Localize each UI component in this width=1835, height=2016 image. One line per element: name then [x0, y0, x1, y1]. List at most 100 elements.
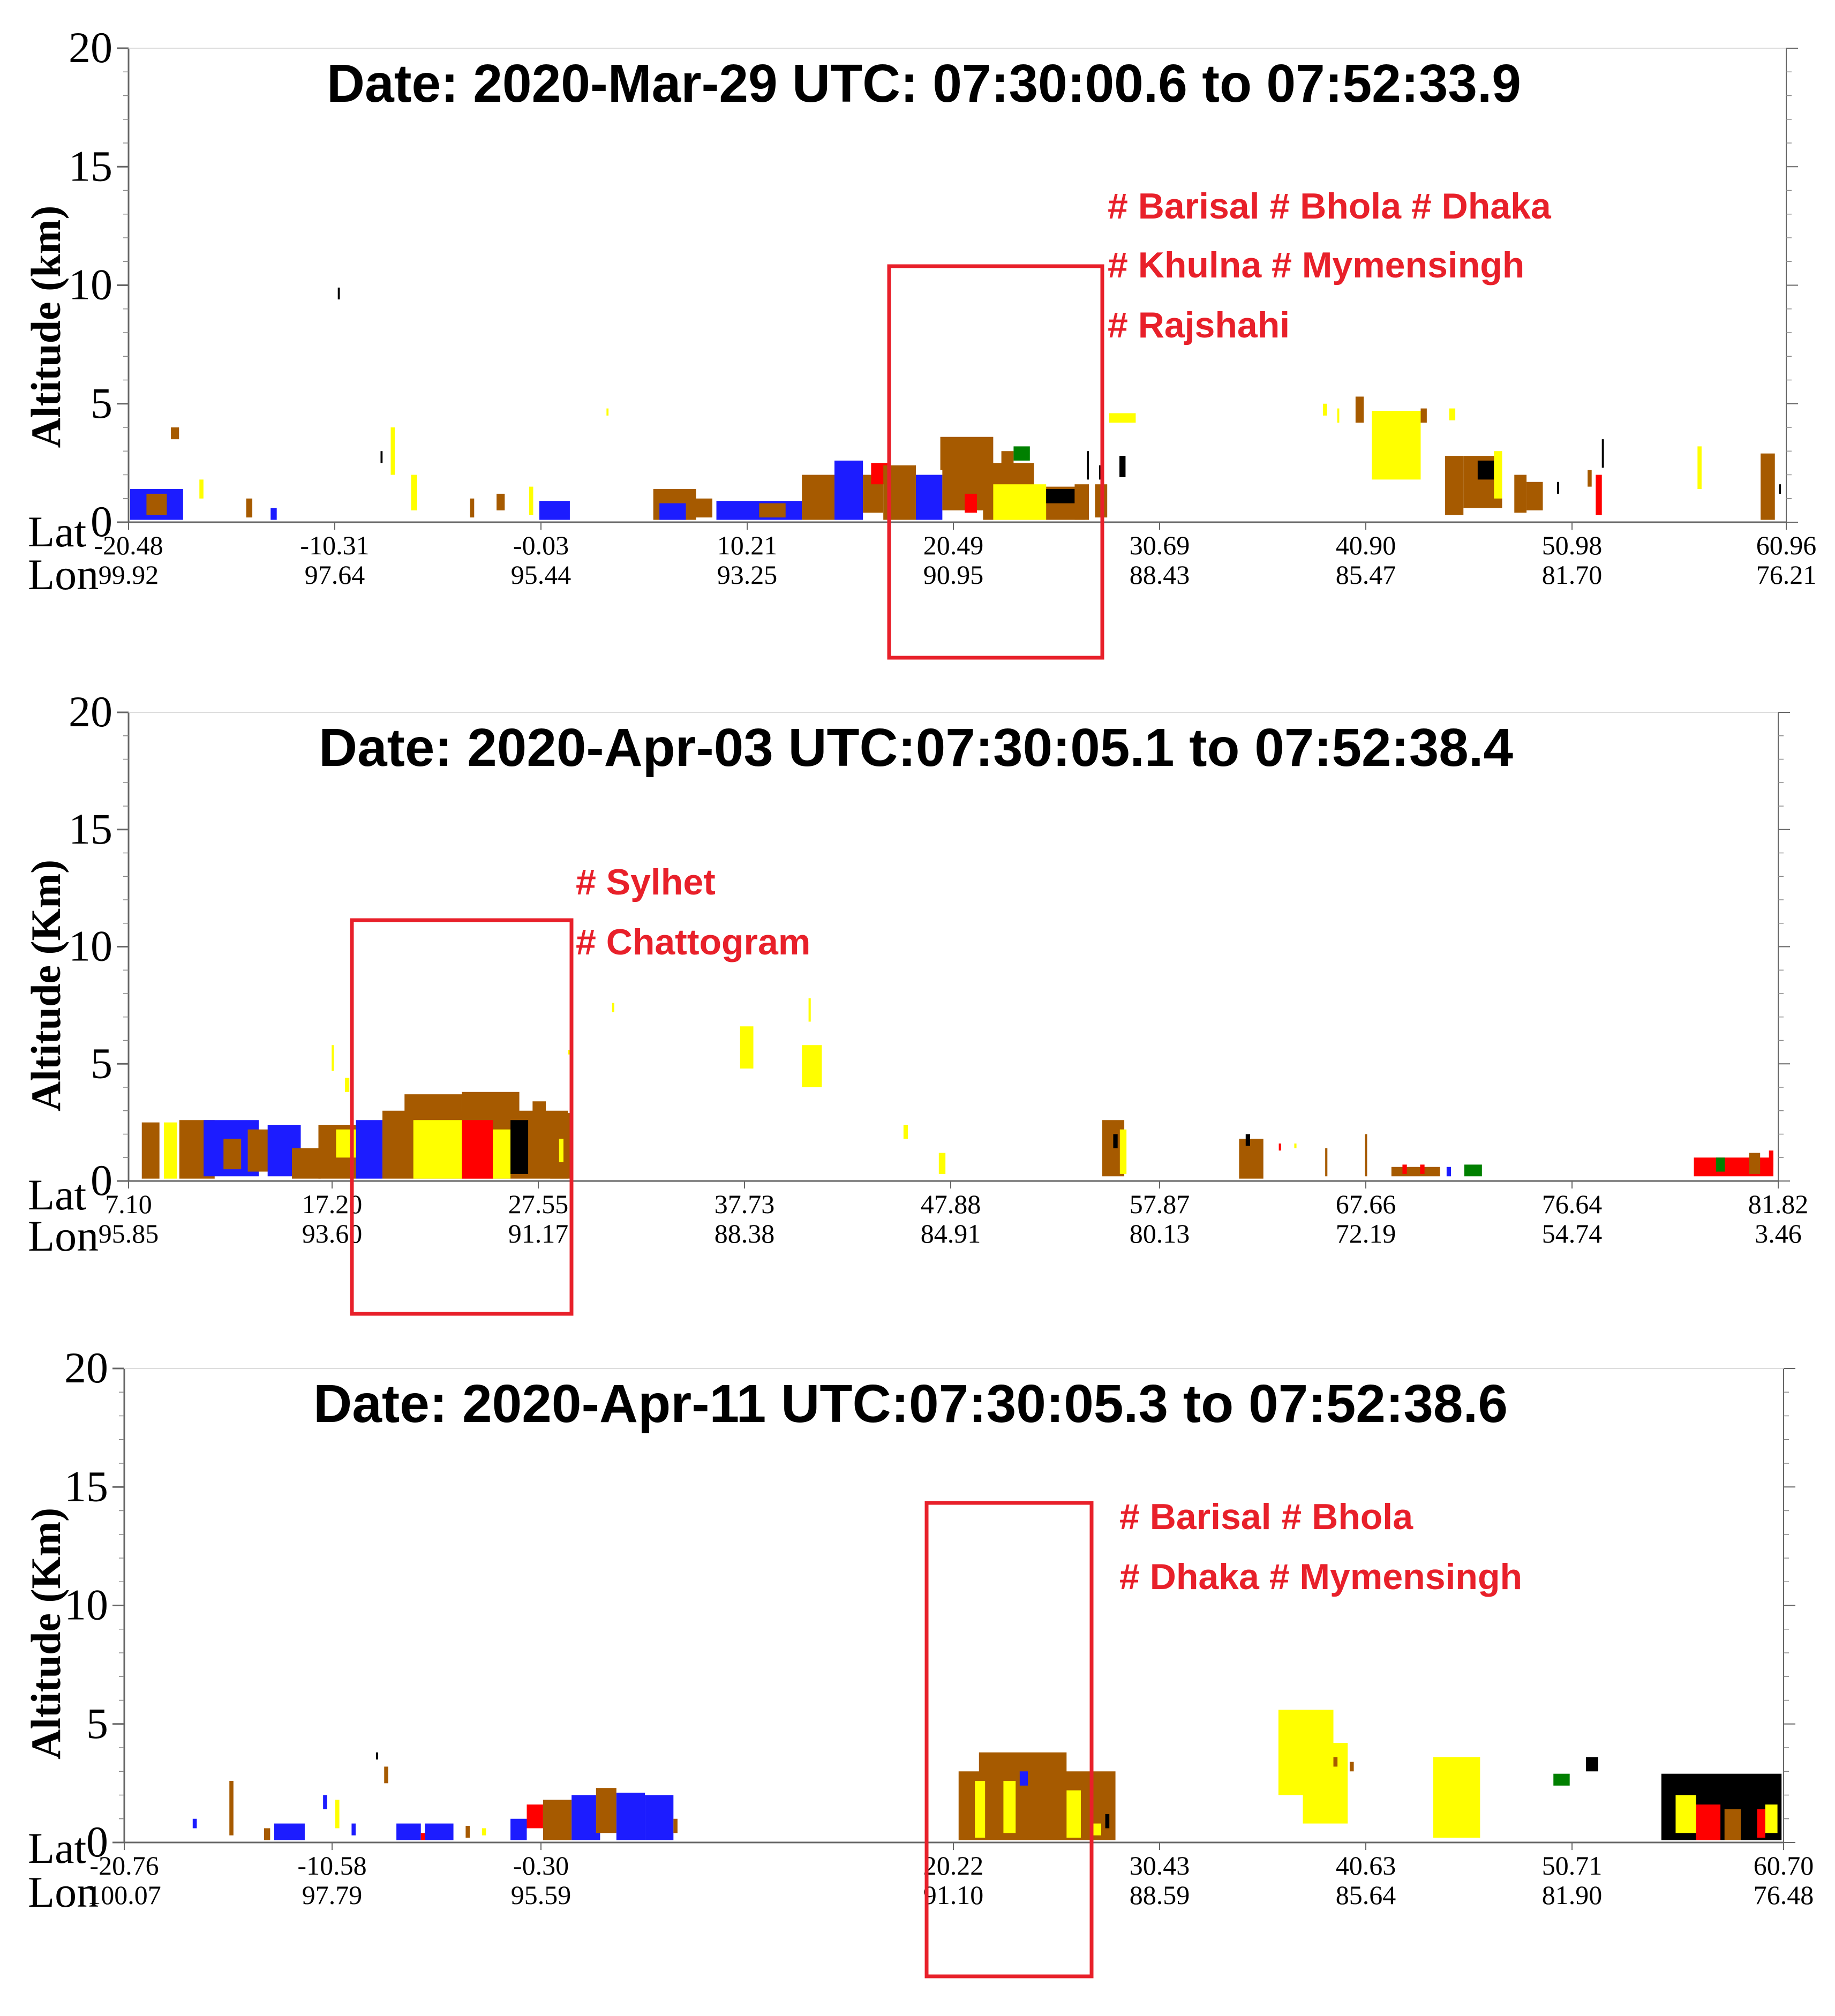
aerosol-layer-brown: [470, 498, 475, 518]
lon-tick-label: 95.44: [511, 560, 571, 590]
lon-tick-label: 85.64: [1336, 1880, 1396, 1910]
aerosol-layer-black: [1245, 1134, 1251, 1146]
lat-tick-label: 76.64: [1542, 1189, 1603, 1219]
aerosol-layer-yellow: [606, 408, 609, 416]
aerosol-layer-red: [1420, 1164, 1425, 1174]
aerosol-layer-brown: [1349, 1762, 1354, 1772]
aerosol-layer-red: [1694, 1157, 1773, 1177]
aerosol-layer-brown: [532, 1101, 546, 1120]
aerosol-layer-green: [1013, 446, 1030, 461]
lat-tick-label: 30.43: [1130, 1850, 1190, 1880]
lat-tick-label: -0.03: [513, 530, 569, 560]
lon-tick-label: 95.59: [511, 1880, 571, 1910]
aerosol-layer-yellow: [808, 998, 811, 1022]
chart-title: Date: 2020-Mar-29 UTC: 07:30:00.6 to 07:…: [327, 54, 1521, 114]
y-tick-label: 20: [64, 1343, 108, 1392]
lon-row-label: Lon: [28, 1212, 99, 1260]
aerosol-layer-blue: [274, 1823, 305, 1840]
aerosol-layer-yellow: [903, 1125, 908, 1139]
aerosol-layer-red: [965, 493, 977, 513]
aerosol-layer-yellow: [529, 486, 533, 515]
lat-tick-label: 40.63: [1336, 1850, 1396, 1880]
aerosol-layer-yellow: [1294, 1144, 1297, 1148]
location-annotation: # Khulna # Mymensingh: [1108, 245, 1524, 285]
aerosol-layer-brown: [1445, 456, 1464, 515]
lat-tick-label: 67.66: [1336, 1189, 1396, 1219]
aerosol-layer-blue: [270, 508, 277, 520]
aerosol-layer-brown: [1420, 408, 1427, 423]
aerosol-layer-brown: [1526, 482, 1543, 510]
aerosol-layer-yellow: [411, 475, 417, 510]
aerosol-layer-brown: [247, 1129, 270, 1172]
aerosol-layer-yellow: [390, 427, 395, 475]
aerosol-layer-brown: [1074, 484, 1089, 520]
lat-tick-label: -20.48: [94, 530, 163, 560]
aerosol-layer-red: [1769, 1150, 1773, 1167]
lon-tick-label: 54.74: [1542, 1218, 1603, 1248]
y-tick-label: 0: [86, 1817, 108, 1866]
y-tick-label: 20: [69, 23, 112, 72]
aerosol-layer-yellow: [1675, 1795, 1696, 1833]
aerosol-layer-brown: [171, 427, 179, 440]
aerosol-layer-red: [462, 1120, 493, 1179]
aerosol-layer-green: [1716, 1157, 1725, 1172]
lat-tick-label: 37.73: [715, 1189, 775, 1219]
aerosol-layer-yellow: [938, 1153, 946, 1174]
location-annotation: # Barisal # Bhola: [1119, 1496, 1413, 1537]
aerosol-layer-yellow: [559, 1139, 564, 1162]
lat-tick-label: 40.90: [1336, 530, 1396, 560]
aerosol-layer-brown: [246, 498, 253, 518]
aerosol-layer-black: [1046, 489, 1075, 503]
location-annotation: # Barisal # Bhola # Dhaka: [1108, 186, 1552, 227]
aerosol-layer-yellow: [1337, 408, 1340, 423]
aerosol-layer-brown: [1749, 1153, 1761, 1174]
aerosol-layer-red: [1402, 1164, 1407, 1174]
aerosol-layer-brown: [1391, 1167, 1440, 1177]
aerosol-layer-brown: [384, 1766, 388, 1784]
location-annotation: # Chattogram: [576, 922, 810, 962]
location-annotation: # Sylhet: [576, 862, 716, 902]
aerosol-layer-blue: [616, 1793, 645, 1840]
aerosol-layer-brown: [1239, 1139, 1264, 1179]
aerosol-layer-black: [1477, 460, 1494, 480]
aerosol-layer-yellow: [344, 1078, 350, 1092]
aerosol-layer-black: [376, 1752, 378, 1760]
aerosol-layer-brown: [543, 1800, 572, 1840]
aerosol-layer-yellow: [975, 1780, 986, 1838]
lon-tick-label: 91.17: [508, 1218, 569, 1248]
lat-row-label: Lat: [28, 1824, 86, 1872]
highlight-box: [887, 264, 1104, 660]
y-tick-label: 5: [86, 1699, 108, 1748]
y-tick-label: 10: [69, 922, 112, 971]
aerosol-layer-brown: [1724, 1809, 1741, 1840]
lon-tick-label: 76.48: [1754, 1880, 1814, 1910]
lat-tick-label: 47.88: [921, 1189, 981, 1219]
y-tick-label: 10: [64, 1581, 108, 1629]
lat-row-label: Lat: [28, 1170, 86, 1219]
lon-tick-label: 3.46: [1755, 1218, 1802, 1248]
aerosol-layer-yellow: [413, 1120, 462, 1179]
aerosol-layer-brown: [229, 1780, 234, 1836]
aerosol-layer-brown: [759, 503, 786, 518]
y-tick-label: 0: [91, 1156, 112, 1205]
aerosol-layer-blue: [659, 503, 686, 520]
aerosol-layer-black: [1779, 484, 1781, 494]
aerosol-layer-blue: [192, 1818, 197, 1829]
aerosol-layer-black: [1601, 439, 1604, 468]
aerosol-layer-black: [1586, 1757, 1598, 1772]
aerosol-layer-brown: [1325, 1148, 1328, 1177]
y-axis-label: Altitude (Km): [22, 1508, 69, 1759]
lat-tick-label: 30.69: [1130, 530, 1190, 560]
aerosol-layer-blue: [323, 1795, 327, 1810]
aerosol-layer-brown: [940, 437, 994, 470]
aerosol-layer-yellow: [493, 1129, 511, 1179]
aerosol-layer-brown: [497, 493, 505, 510]
chart-title: Date: 2020-Apr-03 UTC:07:30:05.1 to 07:5…: [319, 718, 1513, 778]
lon-tick-label: 95.85: [99, 1218, 159, 1248]
lon-tick-label: 88.38: [715, 1218, 775, 1248]
y-tick-label: 0: [91, 497, 112, 546]
y-axis-label: Altitude (Km): [22, 860, 69, 1111]
aerosol-layer-black: [1113, 1134, 1118, 1148]
